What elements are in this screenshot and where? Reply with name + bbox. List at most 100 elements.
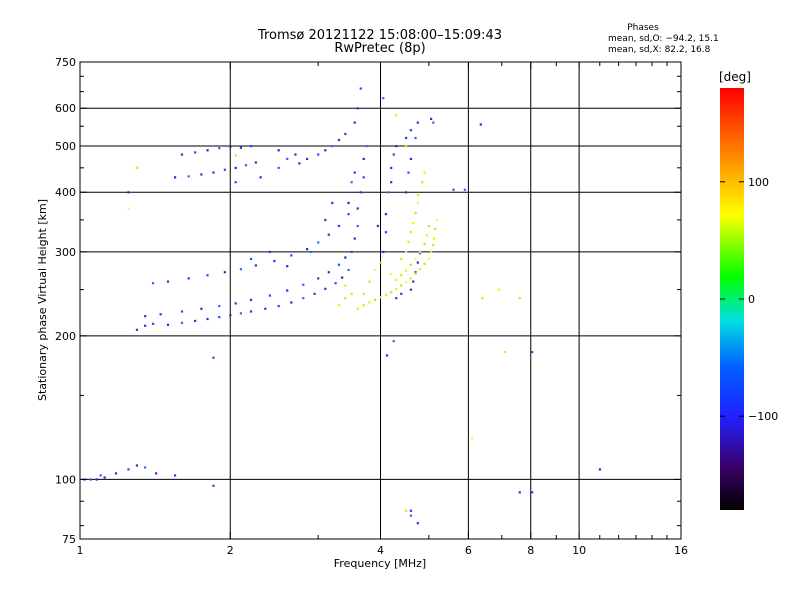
x-mode-point <box>423 242 426 245</box>
colorbar-label: [deg] <box>719 70 751 84</box>
x-mode-point <box>433 237 436 240</box>
o-mode-point <box>392 340 395 343</box>
x-mode-point <box>379 261 382 264</box>
o-mode-point <box>382 97 385 100</box>
x-mode-point <box>416 193 419 197</box>
x-mode-point <box>350 292 353 295</box>
o-mode-point <box>200 173 203 176</box>
o-mode-point <box>302 283 305 286</box>
o-mode-point <box>302 297 305 300</box>
o-mode-point <box>414 136 417 140</box>
o-mode-point <box>259 176 262 179</box>
o-mode-point <box>294 153 297 156</box>
x-mode-point <box>407 240 410 243</box>
o-mode-point <box>244 164 248 167</box>
o-mode-point <box>290 254 293 257</box>
o-mode-point <box>324 218 327 222</box>
o-mode-point <box>390 181 393 184</box>
o-mode-point <box>384 213 388 216</box>
x-tick-label: 10 <box>572 544 586 557</box>
x-tick-label: 16 <box>674 544 688 557</box>
o-mode-point <box>400 292 403 295</box>
o-mode-point <box>166 280 170 283</box>
o-mode-point <box>103 476 106 479</box>
x-tick-label: 8 <box>527 544 534 557</box>
colorbar-tick-label: 0 <box>748 293 755 306</box>
o-mode-point <box>239 268 243 271</box>
o-mode-point <box>365 144 368 148</box>
legend-x-stats: mean, sd,X: 82.2, 16.8 <box>608 45 711 55</box>
o-mode-point <box>277 304 280 308</box>
o-mode-point <box>212 171 215 174</box>
chart-subtitle: RwPretec (8p) <box>334 41 426 56</box>
o-mode-point <box>382 250 385 254</box>
grid-lines <box>80 62 681 539</box>
o-mode-point <box>187 175 190 178</box>
o-mode-point <box>268 294 271 297</box>
x-tick-label: 4 <box>377 544 384 557</box>
o-mode-point <box>286 157 289 161</box>
x-mode-point <box>379 296 382 299</box>
y-tick-label: 750 <box>55 56 76 69</box>
o-mode-point <box>409 288 412 291</box>
o-mode-point <box>234 181 237 184</box>
x-mode-point <box>362 304 365 307</box>
x-mode-point <box>412 221 415 225</box>
o-mode-point <box>395 144 398 148</box>
o-mode-point <box>414 271 417 274</box>
x-mode-point <box>374 268 377 272</box>
x-mode-point <box>135 166 139 170</box>
o-mode-point <box>387 191 390 194</box>
o-mode-point <box>144 324 147 327</box>
o-mode-point <box>254 161 257 164</box>
o-mode-point <box>356 107 359 110</box>
x-mode-point <box>368 280 371 283</box>
o-mode-point <box>239 146 243 149</box>
o-mode-point <box>144 315 147 318</box>
o-mode-point <box>416 522 419 525</box>
x-mode-point <box>427 257 431 261</box>
x-mode-point <box>432 244 435 247</box>
o-mode-point <box>344 256 347 259</box>
o-mode-point <box>309 250 312 254</box>
o-mode-point <box>249 298 253 301</box>
o-mode-point <box>254 264 257 267</box>
y-axis-label: Stationary phase Virtual Height [km] <box>36 199 49 401</box>
o-mode-point <box>173 474 177 477</box>
o-mode-point <box>385 354 389 357</box>
x-mode-point <box>497 288 500 291</box>
o-mode-point <box>356 224 359 228</box>
colorbar-tick-label: 100 <box>748 176 769 189</box>
x-mode-point <box>400 274 403 277</box>
o-mode-point <box>405 191 408 194</box>
o-mode-point <box>362 157 365 161</box>
o-mode-point <box>334 282 337 285</box>
o-mode-point <box>419 252 422 255</box>
x-mode-point <box>374 298 377 301</box>
o-mode-point <box>432 121 435 124</box>
o-mode-point <box>337 138 341 142</box>
o-mode-point <box>229 145 232 149</box>
x-axis-ticks: 1 2 4 6 8 10 16 <box>77 62 688 557</box>
o-mode-point <box>390 166 393 170</box>
o-mode-point <box>306 248 309 251</box>
o-mode-point <box>234 302 237 305</box>
x-mode-point <box>419 268 422 271</box>
o-mode-point <box>327 271 330 274</box>
o-mode-point <box>317 153 320 156</box>
o-mode-point <box>416 121 419 124</box>
o-mode-point <box>127 468 130 471</box>
x-mode-point <box>127 207 130 210</box>
o-mode-point <box>249 310 253 313</box>
o-mode-point <box>362 176 365 179</box>
o-mode-point <box>324 149 327 152</box>
x-mode-point <box>518 297 521 300</box>
o-mode-point <box>337 224 341 228</box>
o-mode-point <box>229 314 232 317</box>
o-mode-point <box>218 316 221 319</box>
o-mode-point <box>409 514 412 517</box>
x-mode-point <box>409 277 412 280</box>
x-mode-point <box>234 154 237 157</box>
o-mode-point <box>212 484 215 487</box>
